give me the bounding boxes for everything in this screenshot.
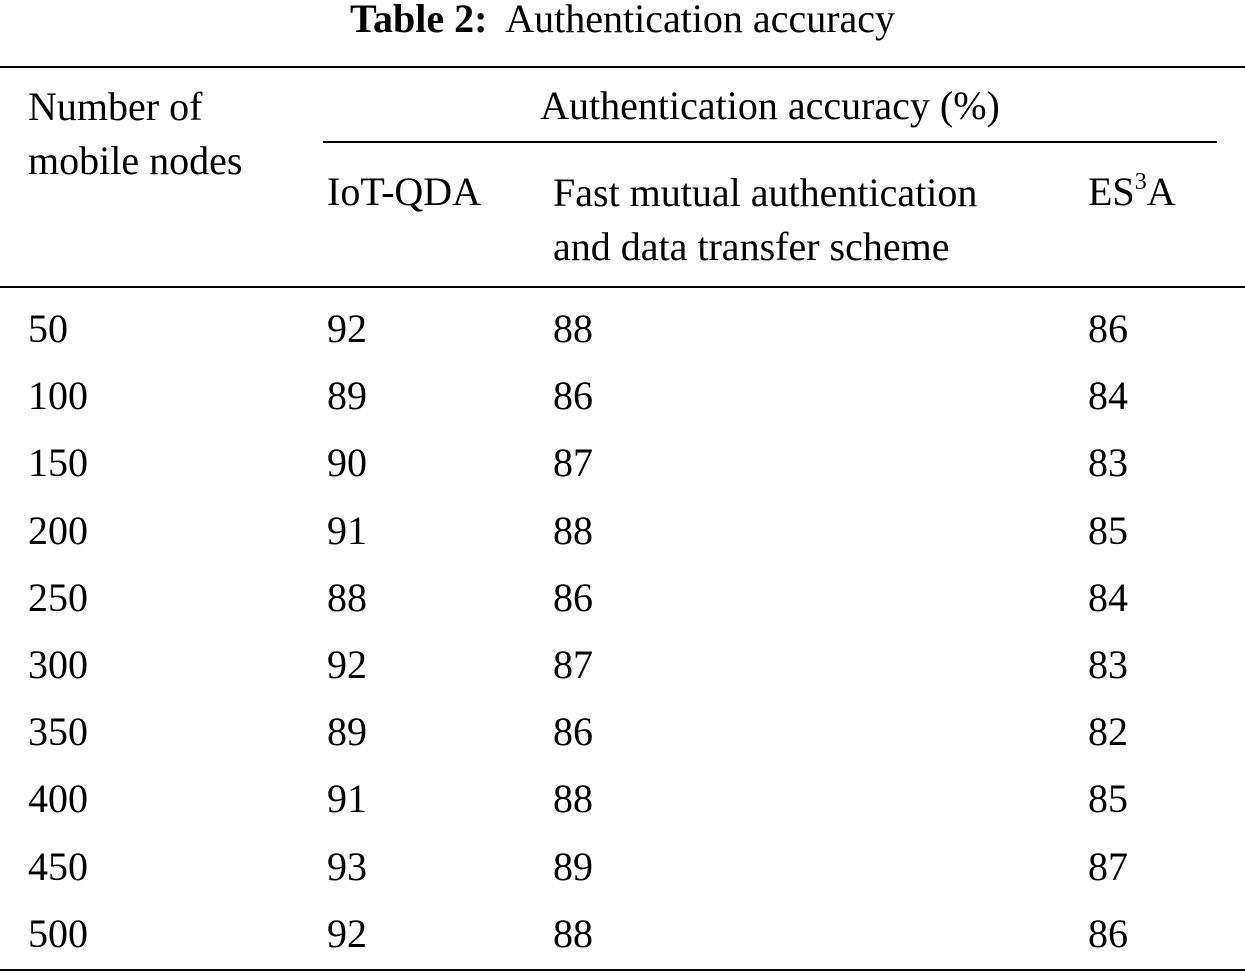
cell-iot-qda: 92 (327, 306, 367, 351)
table-bottom-rule (0, 969, 1245, 971)
cell-mobile-nodes: 300 (28, 642, 88, 687)
cell-mobile-nodes: 250 (28, 575, 88, 620)
cell-es3a: 83 (1088, 440, 1128, 485)
table-row: 150 90 87 83 (0, 429, 1245, 496)
cell-iot-qda: 93 (327, 844, 367, 889)
cell-es3a: 82 (1088, 709, 1128, 754)
table-caption-title: Authentication accuracy (505, 0, 896, 41)
header-fast-mutual-line1: Fast mutual authentication (553, 170, 978, 215)
cell-fast-mutual-scheme: 86 (553, 575, 593, 620)
header-fast-mutual-line2: and data transfer scheme (553, 224, 950, 269)
cell-mobile-nodes: 100 (28, 373, 88, 418)
table-row: 350 89 86 82 (0, 698, 1245, 765)
cell-iot-qda: 89 (327, 373, 367, 418)
header-mobile-nodes: Number of mobile nodes (28, 80, 242, 188)
cell-fast-mutual-scheme: 89 (553, 844, 593, 889)
cell-mobile-nodes: 150 (28, 440, 88, 485)
cell-mobile-nodes: 400 (28, 776, 88, 821)
cell-fast-mutual-scheme: 86 (553, 373, 593, 418)
cell-es3a: 84 (1088, 373, 1128, 418)
cell-es3a: 86 (1088, 911, 1128, 956)
header-es3a-base: ES (1088, 169, 1135, 214)
cell-iot-qda: 92 (327, 642, 367, 687)
cell-fast-mutual-scheme: 88 (553, 776, 593, 821)
table-row: 250 88 86 84 (0, 564, 1245, 631)
header-bottom-rule (0, 286, 1245, 288)
table-top-rule (0, 66, 1245, 68)
header-es3a-tail: A (1146, 169, 1176, 214)
cell-mobile-nodes: 200 (28, 508, 88, 553)
cell-mobile-nodes: 50 (28, 306, 68, 351)
cell-es3a: 85 (1088, 508, 1128, 553)
cell-fast-mutual-scheme: 86 (553, 709, 593, 754)
header-es3a: ES3A (1088, 166, 1176, 218)
header-iot-qda: IoT-QDA (327, 169, 482, 214)
table-row: 300 92 87 83 (0, 631, 1245, 698)
cell-es3a: 84 (1088, 575, 1128, 620)
cell-mobile-nodes: 350 (28, 709, 88, 754)
cell-mobile-nodes: 450 (28, 844, 88, 889)
cell-es3a: 87 (1088, 844, 1128, 889)
cell-fast-mutual-scheme: 88 (553, 306, 593, 351)
table-row: 400 91 88 85 (0, 765, 1245, 832)
table-row: 200 91 88 85 (0, 497, 1245, 564)
cell-iot-qda: 91 (327, 776, 367, 821)
header-authentication-accuracy: Authentication accuracy (%) (540, 83, 1000, 128)
cell-iot-qda: 89 (327, 709, 367, 754)
cell-mobile-nodes: 500 (28, 911, 88, 956)
cell-iot-qda: 90 (327, 440, 367, 485)
header-fast-mutual-scheme: Fast mutual authentication and data tran… (553, 166, 977, 274)
cell-iot-qda: 92 (327, 911, 367, 956)
cell-iot-qda: 91 (327, 508, 367, 553)
table-row: 500 92 88 86 (0, 900, 1245, 967)
header-mobile-nodes-line2: mobile nodes (28, 138, 243, 183)
cell-fast-mutual-scheme: 87 (553, 642, 593, 687)
table-caption-label: Table 2: (349, 0, 488, 41)
cell-fast-mutual-scheme: 88 (553, 911, 593, 956)
group-header-rule (323, 141, 1217, 143)
table-caption: Table 2: Authentication accuracy (0, 0, 1245, 44)
header-es3a-superscript: 3 (1134, 169, 1147, 195)
cell-es3a: 83 (1088, 642, 1128, 687)
header-mobile-nodes-line1: Number of (28, 84, 203, 129)
table-row: 50 92 88 86 (0, 295, 1245, 362)
table-row: 450 93 89 87 (0, 833, 1245, 900)
cell-iot-qda: 88 (327, 575, 367, 620)
cell-es3a: 85 (1088, 776, 1128, 821)
cell-fast-mutual-scheme: 87 (553, 440, 593, 485)
cell-es3a: 86 (1088, 306, 1128, 351)
table-row: 100 89 86 84 (0, 362, 1245, 429)
cell-fast-mutual-scheme: 88 (553, 508, 593, 553)
